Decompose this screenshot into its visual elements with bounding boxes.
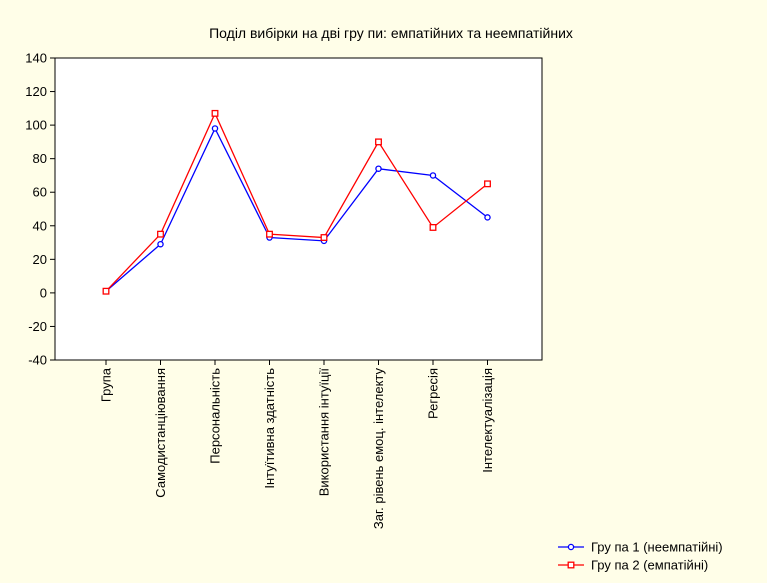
y-tick-label: 20 (33, 252, 47, 267)
series-layer (102, 109, 491, 295)
data-point (157, 230, 164, 238)
data-point (429, 224, 437, 231)
data-point (429, 172, 437, 179)
legend-item: Гру па 1 (неемпатійні) (558, 540, 723, 555)
x-tick-label: Самодистанціювання (153, 368, 168, 498)
y-tick-label: 60 (33, 185, 47, 200)
legend-item: Гру па 2 (емпатійні) (558, 558, 708, 573)
legend-label: Гру па 2 (емпатійні) (591, 558, 708, 573)
x-tick-label: Інтуїтивна здатність (262, 368, 277, 489)
legend-marker (567, 543, 575, 551)
series-line (105, 111, 488, 292)
x-tick-label: Персональність (208, 368, 223, 464)
y-tick-label: 120 (25, 84, 47, 99)
data-point (484, 214, 491, 221)
y-tick-label: 140 (25, 51, 47, 66)
chart-title: Поділ вибірки на дві гру пи: емпатійних … (209, 25, 573, 41)
y-tick-label: -20 (28, 319, 47, 334)
y-tick-label: 100 (25, 118, 47, 133)
legend-marker (567, 561, 575, 569)
data-point (375, 138, 382, 146)
y-tick-label: 40 (33, 218, 47, 233)
y-tick-label: 80 (33, 151, 47, 166)
data-point (320, 234, 328, 241)
x-tick-label: Інтелектуалізація (480, 368, 495, 473)
data-point (266, 230, 273, 238)
data-point (102, 287, 110, 295)
x-tick-label: Заг. рівень емоц. інтелекту (371, 368, 386, 530)
series-line (105, 126, 488, 292)
legend: Гру па 1 (неемпатійні) Гру па 2 (емпатійн… (558, 540, 723, 573)
plot-area (54, 57, 543, 361)
x-tick-label: Група (99, 367, 114, 402)
data-point (211, 109, 219, 117)
data-point (157, 240, 164, 248)
x-tick-label: Використання інтуїції (317, 368, 332, 497)
data-point (211, 125, 219, 132)
legend-label: Гру па 1 (неемпатійні) (591, 540, 723, 555)
series-2 (102, 109, 491, 295)
x-tick-label: Регресія (426, 368, 441, 419)
y-tick-label: -40 (28, 353, 47, 368)
x-axis: Група Самодистанціювання Персональність Інт… (99, 360, 495, 530)
data-point (375, 165, 382, 172)
data-point (484, 180, 491, 188)
y-tick-label: 0 (40, 285, 47, 300)
y-axis: -40 -20 0 20 40 60 80 100 120 140 (25, 51, 55, 368)
